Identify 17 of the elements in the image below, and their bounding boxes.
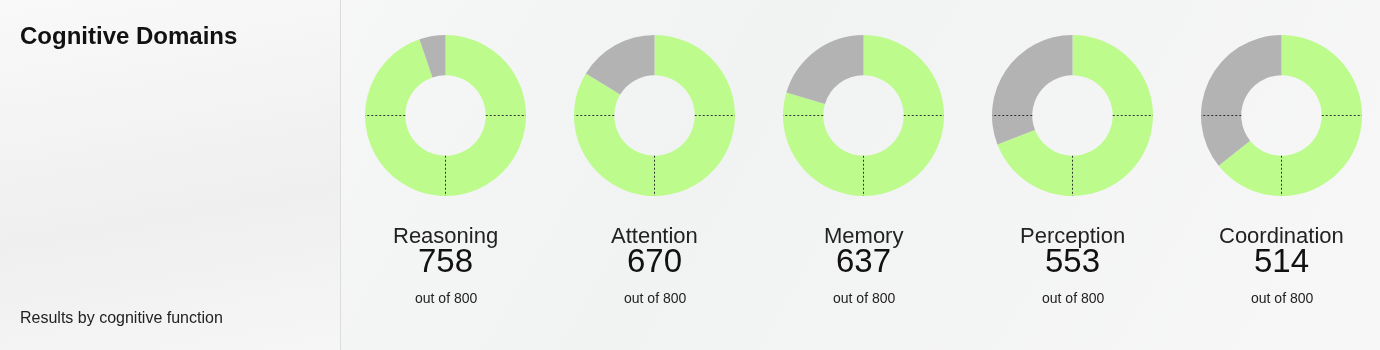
donut-slice <box>365 35 526 196</box>
text: out of 800 <box>1251 290 1314 306</box>
text: out of 800 <box>833 290 896 306</box>
donut-slice <box>1218 35 1362 196</box>
text: Results by cognitive function <box>20 309 223 327</box>
donut-slice <box>585 35 655 95</box>
text: out of 800 <box>624 290 687 306</box>
donut-slice <box>574 35 735 196</box>
donut-slice <box>419 35 446 78</box>
donut-slice <box>783 35 944 196</box>
donut-slice <box>1201 35 1282 166</box>
donut-slice <box>786 35 864 104</box>
text: out of 800 <box>1042 290 1105 306</box>
donut-slice <box>997 35 1153 196</box>
donut-slice <box>992 35 1073 145</box>
text: Cognitive Domains <box>20 22 238 50</box>
text: out of 800 <box>415 290 478 306</box>
